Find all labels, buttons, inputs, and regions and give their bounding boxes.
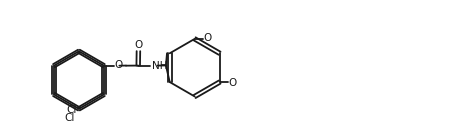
Text: O: O xyxy=(204,33,212,43)
Text: O: O xyxy=(228,78,237,88)
Text: O: O xyxy=(114,60,123,70)
Text: Cl: Cl xyxy=(64,113,74,123)
Text: NH: NH xyxy=(152,61,168,71)
Text: Cl: Cl xyxy=(66,105,77,115)
Text: O: O xyxy=(134,40,143,50)
